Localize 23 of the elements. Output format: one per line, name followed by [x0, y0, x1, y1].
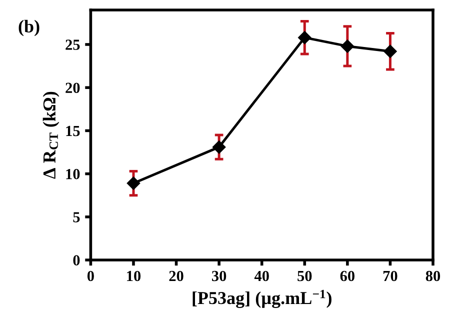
y-tick-label: 25 [66, 40, 80, 50]
x-tick-label: 30 [212, 270, 226, 282]
point [212, 140, 226, 154]
x-tick-label: 10 [127, 270, 141, 282]
y-tick-label: 5 [73, 212, 80, 222]
x-tick-label: 20 [169, 270, 184, 282]
x-tick-label: 70 [383, 270, 398, 282]
point [126, 176, 140, 190]
x-tick-label: 50 [298, 270, 312, 282]
x-tick-label: 80 [426, 270, 440, 282]
y-tick-label: 15 [66, 126, 80, 136]
text: (b) [18, 20, 40, 36]
point [298, 31, 312, 44]
x-axis-title: [P53ag] (µg.mL$^{−1}$) [192, 290, 332, 308]
x-tick-label: 60 [340, 270, 354, 282]
x-tick-label: 0 [87, 270, 94, 282]
point [384, 44, 397, 58]
x-tick-label: 40 [254, 270, 269, 282]
y-tick-label: 0 [73, 255, 80, 266]
y-tick-label: 20 [66, 82, 80, 94]
y-tick-label: 10 [66, 168, 80, 180]
y-axis-title: Δ R$_{CT}$ (kΩ) [42, 92, 60, 179]
point [340, 40, 354, 53]
